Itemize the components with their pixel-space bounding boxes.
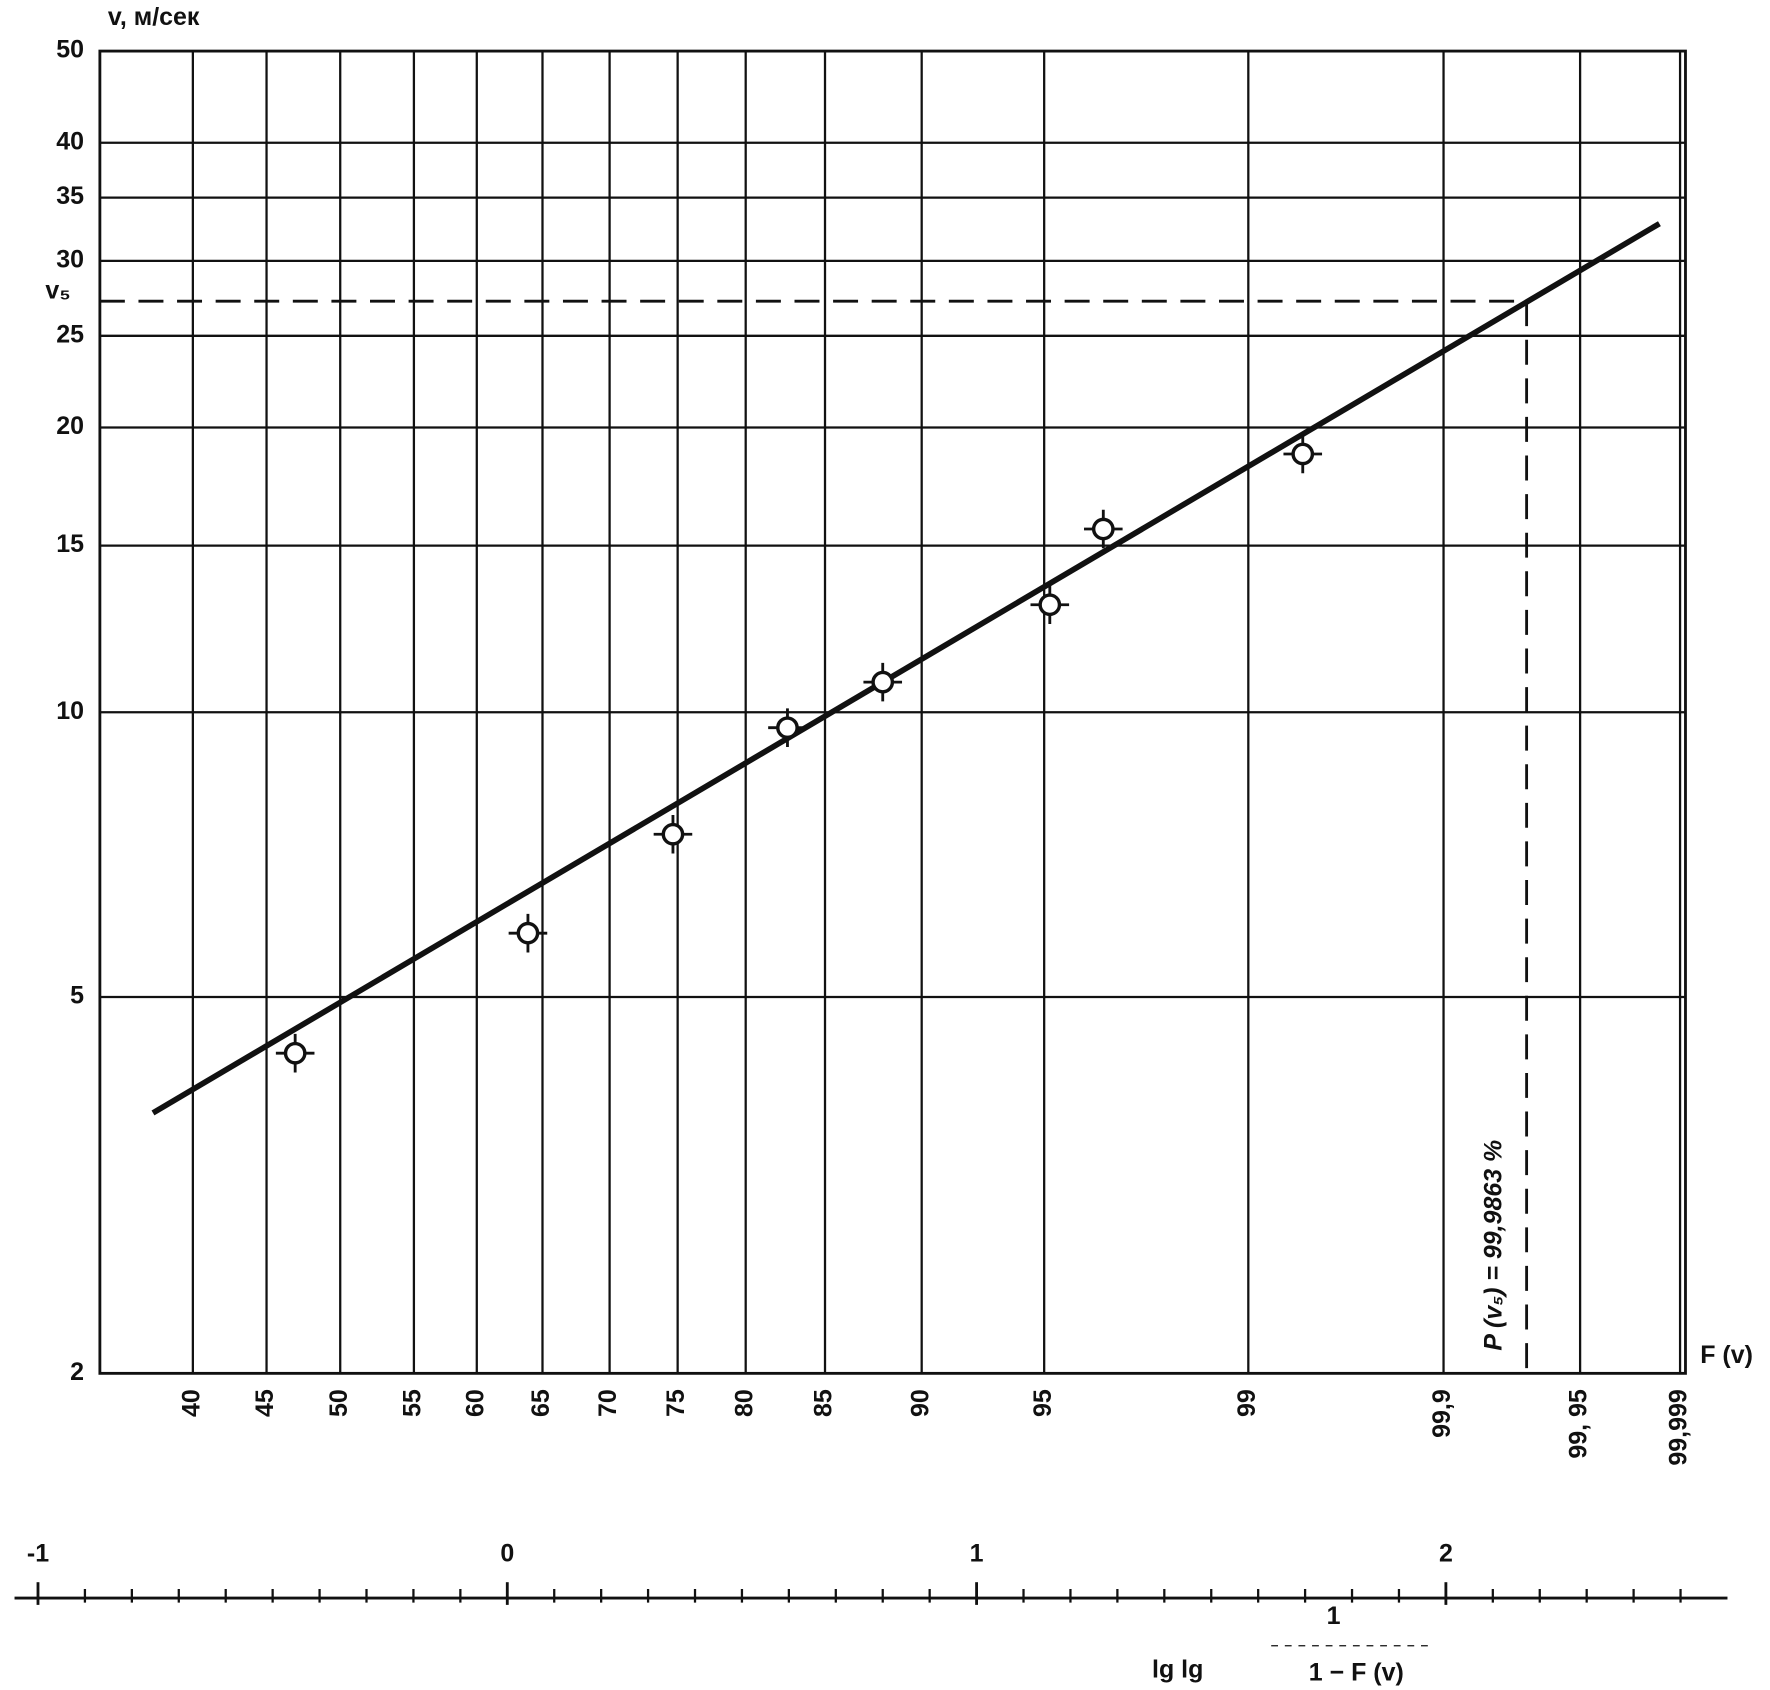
- plot: v, м/сек F (v) lg lg 1 1 − F (v) 2510152…: [14, 3, 1753, 1687]
- x-tick-label: 0: [500, 1540, 514, 1568]
- x-tick-label: 99, 95: [1565, 1389, 1593, 1459]
- bottom-axis-label: lg lg: [1152, 1655, 1203, 1683]
- data-point: [283, 1041, 307, 1065]
- data-point: [661, 822, 685, 846]
- x-tick-label: 65: [527, 1389, 555, 1417]
- y-tick-label: 15: [56, 530, 84, 558]
- x-tick-label: 40: [177, 1389, 205, 1417]
- x-axis-label: F (v): [1700, 1341, 1753, 1369]
- y-tick-label: 20: [56, 412, 84, 440]
- x-tick-label: 70: [594, 1389, 622, 1417]
- data-point: [516, 921, 540, 945]
- x-tick-label: 90: [906, 1389, 934, 1417]
- data-point: [1291, 442, 1315, 466]
- y-tick-label: 40: [56, 127, 84, 155]
- x-tick-label: 55: [398, 1389, 426, 1417]
- x-tick-label: 1: [970, 1540, 984, 1568]
- y-axis-label: v, м/сек: [108, 3, 200, 31]
- x-tick-label: 99,9: [1428, 1389, 1456, 1438]
- bottom-fraction-den: 1 − F (v): [1309, 1659, 1404, 1687]
- v5-label: v₅: [45, 277, 70, 305]
- x-tick-label: 80: [730, 1389, 758, 1417]
- data-point: [1038, 593, 1062, 617]
- fit-line: [151, 221, 1661, 1116]
- x-tick-label: 99: [1233, 1389, 1261, 1417]
- x-tick-label: 45: [251, 1389, 279, 1417]
- x-tick-label: 95: [1029, 1389, 1057, 1417]
- y-tick-label: 35: [56, 182, 84, 210]
- y-tick-label: 30: [56, 246, 84, 274]
- x-tick-label: 85: [810, 1389, 838, 1417]
- x-tick-label: 60: [461, 1389, 489, 1417]
- y-tick-label: 25: [56, 320, 84, 348]
- data-point: [1091, 517, 1115, 541]
- annotation: P (v₅) = 99,9863 %: [1479, 1140, 1507, 1351]
- y-tick-label: 10: [56, 697, 84, 725]
- x-tick-label: 50: [325, 1389, 353, 1417]
- bottom-fraction-num: 1: [1327, 1602, 1341, 1630]
- x-tick-label: 2: [1439, 1540, 1453, 1568]
- data-point: [871, 670, 895, 694]
- y-tick-label: 5: [70, 982, 84, 1010]
- y-tick-label: 2: [70, 1358, 84, 1386]
- x-tick-label: -1: [27, 1540, 49, 1568]
- x-tick-label: 75: [662, 1389, 690, 1417]
- data-point: [776, 716, 799, 740]
- y-tick-label: 50: [56, 36, 84, 64]
- x-tick-label: 99,999: [1665, 1389, 1693, 1465]
